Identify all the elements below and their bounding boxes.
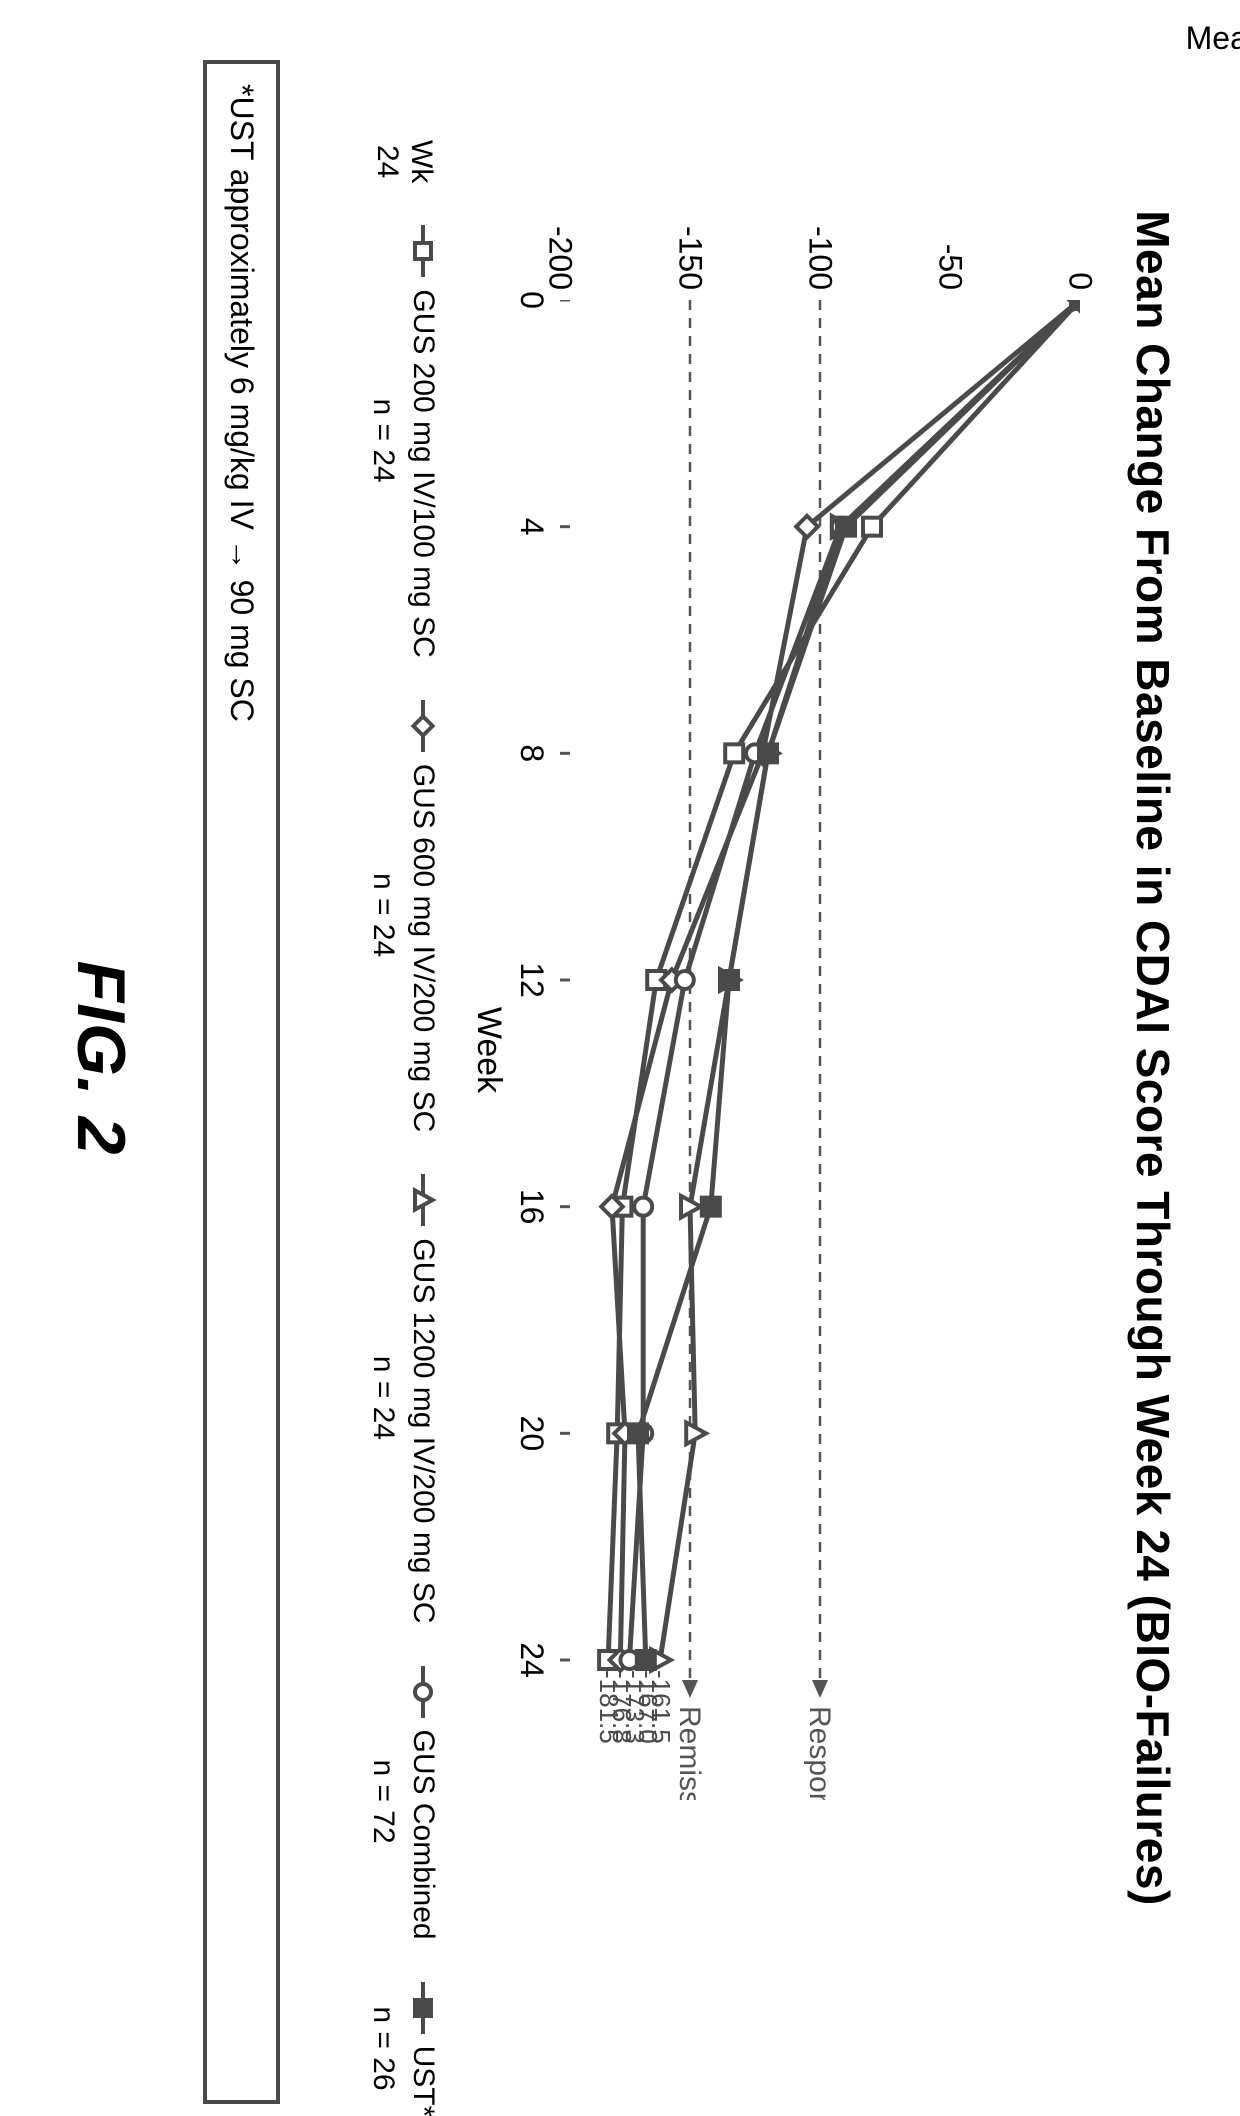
legend-row: Wk 24 GUS 200 mg IV/100 mg SCn = 24GUS 6… (366, 140, 440, 1976)
legend-marker-icon (409, 1980, 437, 2036)
x-tick-label: 8 (513, 744, 550, 762)
x-tick-label: 4 (513, 518, 550, 536)
footnote-box: *UST approximately 6 mg/kg IV → 90 mg SC (203, 60, 280, 2104)
y-axis-label: Mean change from baseline in CDAI score (1090, 20, 1240, 94)
legend-n-label: n = 26 (366, 2006, 400, 2090)
legend-n-label: n = 24 (366, 1356, 400, 1440)
y-tick-label: -200 (542, 226, 579, 290)
legend-marker-icon (409, 698, 437, 754)
legend-label: GUS Combined (406, 1730, 440, 1940)
footnote-text: *UST approximately 6 mg/kg IV → 90 mg SC (224, 84, 260, 722)
svg-text:-181.5: -181.5 (594, 1670, 624, 1744)
legend-n-label: n = 24 (366, 398, 400, 482)
legend-marker-icon (409, 1664, 437, 1720)
legend-marker-icon (409, 223, 437, 279)
legend-item-top: GUS 600 mg IV/200 mg SC (406, 698, 440, 1133)
legend-item-top: GUS 200 mg IV/100 mg SC (406, 223, 440, 658)
svg-text:Response: Response (803, 1706, 836, 1800)
chart-container: Mean change from baseline in CDAI score … (470, 140, 1090, 1976)
x-axis-label: Week (469, 300, 508, 1800)
svg-text:Remission: Remission (673, 1706, 706, 1800)
x-tick-label: 12 (513, 962, 550, 998)
x-tick-label: 20 (513, 1416, 550, 1452)
legend-item-top: GUS Combined (406, 1664, 440, 1940)
plot-svg: ResponseRemission-161.5-167.0-173.3-176.… (560, 300, 1080, 1800)
y-axis-label-line1: Mean change from baseline in (1186, 20, 1240, 56)
legend-label: GUS 200 mg IV/100 mg SC (406, 289, 440, 658)
figure-caption: FIG. 2 (62, 0, 140, 2116)
legend-n-label: n = 72 (366, 1759, 400, 1843)
x-tick-label: 16 (513, 1189, 550, 1225)
y-tick-label: 0 (1062, 272, 1099, 290)
legend-item: GUS 600 mg IV/200 mg SCn = 24 (366, 698, 440, 1133)
y-axis-ticks: 0-50-100-150-200 (560, 210, 1080, 290)
x-tick-label: 24 (513, 1642, 550, 1678)
legend-label: GUS 600 mg IV/200 mg SC (406, 764, 440, 1133)
legend-n-label: n = 24 (366, 873, 400, 957)
legend-item: GUS Combinedn = 72 (366, 1664, 440, 1940)
legend-label: UST* (406, 2046, 440, 2116)
legend-item: UST*n = 26 (366, 1980, 440, 2116)
plot-area: ResponseRemission-161.5-167.0-173.3-176.… (560, 300, 1080, 1800)
legend-week-label: Wk 24 (366, 140, 438, 183)
legend-marker-icon (409, 1172, 437, 1228)
legend-label: GUS 1200 mg IV/200 mg SC (406, 1238, 440, 1623)
y-tick-label: -100 (802, 226, 839, 290)
x-tick-label: 0 (513, 291, 550, 309)
chart-title: Mean Change From Baseline in CDAI Score … (1126, 0, 1180, 2116)
y-tick-label: -150 (672, 226, 709, 290)
legend-item: GUS 1200 mg IV/200 mg SCn = 24 (366, 1172, 440, 1623)
legend-item-top: UST* (406, 1980, 440, 2116)
legend-item-top: GUS 1200 mg IV/200 mg SC (406, 1172, 440, 1623)
legend-item: GUS 200 mg IV/100 mg SCn = 24 (366, 223, 440, 658)
rotated-stage: Mean Change From Baseline in CDAI Score … (0, 0, 1240, 2116)
y-tick-label: -50 (932, 244, 969, 290)
legend: Wk 24 GUS 200 mg IV/100 mg SCn = 24GUS 6… (366, 140, 440, 1976)
x-axis-ticks: 04812162024 (510, 300, 550, 1800)
page: Mean Change From Baseline in CDAI Score … (0, 0, 1240, 2116)
